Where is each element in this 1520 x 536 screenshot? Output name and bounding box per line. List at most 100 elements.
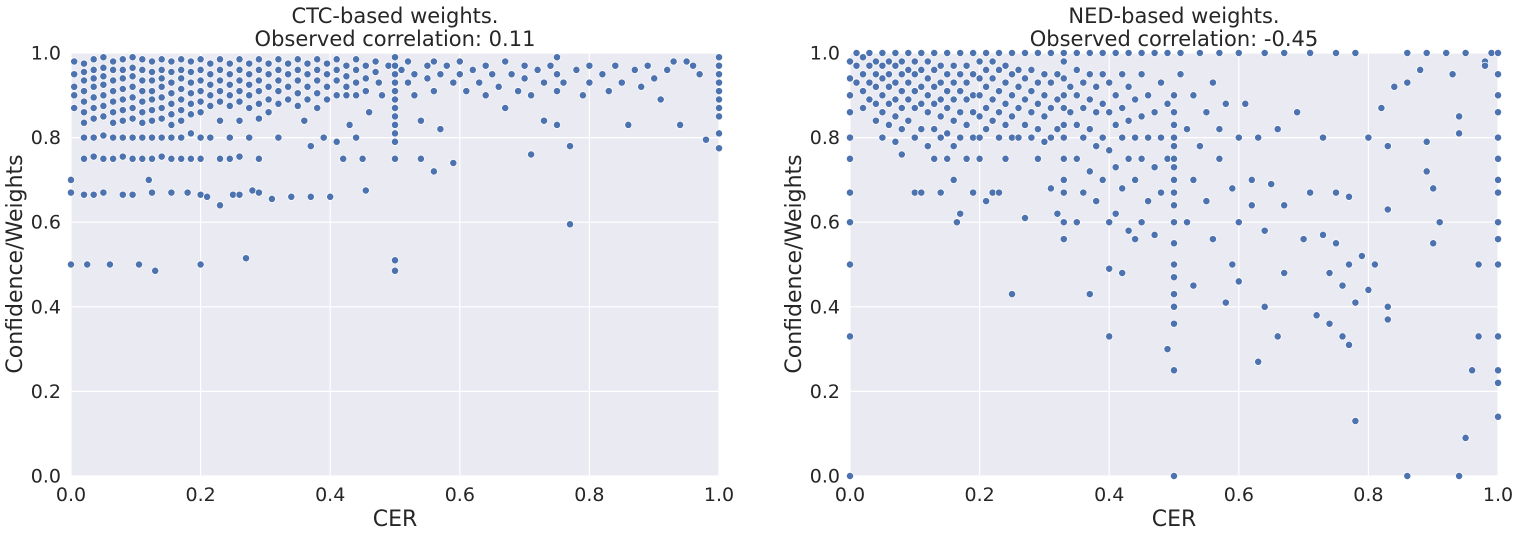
- ctc-data-point: [118, 65, 127, 74]
- ctc-data-point: [540, 116, 548, 125]
- ctc-data-point: [167, 188, 176, 197]
- ned-data-point: [1040, 91, 1049, 100]
- ctc-data-point: [89, 104, 98, 112]
- ned-x-tick-label: 0.6: [1224, 484, 1254, 506]
- ctc-data-point: [216, 201, 224, 210]
- ned-data-point: [1137, 112, 1146, 121]
- ned-data-point: [865, 78, 874, 87]
- ned-data-point: [1234, 133, 1243, 142]
- ned-data-point: [1332, 49, 1340, 57]
- ctc-data-point: [436, 125, 445, 134]
- ctc-data-point: [99, 63, 108, 72]
- ned-data-point: [1021, 120, 1029, 129]
- ned-data-point: [891, 78, 900, 87]
- ctc-x-tick-label: 0.8: [574, 484, 604, 506]
- ned-data-point: [1299, 235, 1308, 244]
- ned-data-point: [846, 133, 854, 142]
- ctc-data-point: [99, 154, 108, 163]
- ned-data-point: [1170, 218, 1178, 227]
- ned-data-point: [1150, 49, 1159, 57]
- ctc-y-tick-label: 0.2: [31, 381, 61, 403]
- ctc-data-point: [306, 142, 315, 151]
- ned-data-point: [1455, 129, 1464, 138]
- ned-data-point: [1079, 78, 1088, 87]
- ned-data-point: [988, 57, 997, 66]
- ned-data-point: [1494, 188, 1502, 197]
- ned-data-point: [1079, 104, 1088, 112]
- ned-data-point: [988, 74, 997, 83]
- ned-data-point: [1494, 70, 1502, 79]
- ctc-data-point: [99, 131, 108, 140]
- ctc-data-point: [416, 116, 425, 125]
- ned-x-axis-label: CER: [1152, 507, 1197, 532]
- ctc-data-point: [167, 78, 176, 87]
- ctc-data-point: [167, 133, 176, 142]
- ned-data-point: [1085, 290, 1094, 299]
- ctc-data-point: [715, 78, 723, 87]
- ned-data-point: [1118, 104, 1127, 112]
- ned-data-point: [982, 82, 991, 91]
- ned-data-point: [1053, 209, 1062, 218]
- ctc-data-point: [225, 154, 234, 163]
- ctc-data-point: [148, 116, 156, 125]
- ctc-data-point: [196, 97, 205, 106]
- ned-data-point: [884, 82, 893, 91]
- ctc-data-point: [391, 129, 399, 138]
- ctc-data-point: [449, 78, 458, 87]
- ctc-data-point: [630, 65, 639, 74]
- ctc-data-point: [235, 190, 244, 199]
- ned-data-point: [910, 87, 919, 96]
- ctc-data-point: [578, 91, 587, 100]
- ned-data-point: [1157, 188, 1165, 197]
- ctc-chart-subtitle: Observed correlation: 0.11: [255, 27, 536, 51]
- ctc-y-tick-label: 0.0: [31, 466, 61, 488]
- ned-data-point: [1150, 230, 1159, 239]
- ctc-data-point: [196, 108, 205, 117]
- ned-data-point: [852, 61, 861, 70]
- ned-y-tick-label: 0.8: [810, 127, 840, 149]
- ned-data-point: [1494, 378, 1502, 387]
- ctc-data-point: [183, 188, 192, 197]
- ned-data-point: [1170, 142, 1178, 151]
- ned-data-point: [1163, 49, 1172, 57]
- ctc-data-point: [235, 55, 244, 64]
- ned-data-point: [1092, 82, 1101, 91]
- ctc-y-axis-label: Confidence/Weights: [3, 154, 28, 373]
- ned-data-point: [1105, 146, 1114, 155]
- ned-data-point: [1215, 49, 1224, 57]
- ctc-data-point: [323, 70, 331, 79]
- ned-data-point: [962, 120, 971, 129]
- ctc-data-point: [80, 97, 88, 106]
- ned-data-point: [891, 49, 900, 57]
- ctc-x-tick-label: 0.2: [185, 484, 215, 506]
- ned-data-point: [1046, 78, 1055, 87]
- ctc-data-point: [225, 133, 234, 142]
- ctc-data-point: [715, 104, 723, 112]
- ctc-y-tick-label: 1.0: [31, 43, 61, 65]
- ctc-data-point: [196, 260, 205, 269]
- ctc-data-point: [303, 95, 312, 104]
- ned-data-point: [1383, 142, 1392, 151]
- ned-data-point: [1487, 49, 1496, 57]
- ctc-data-point: [70, 70, 79, 79]
- ned-data-point: [1383, 315, 1392, 324]
- ned-data-point: [1027, 108, 1036, 117]
- ned-data-point: [1137, 218, 1146, 227]
- ctc-data-point: [186, 129, 195, 138]
- ned-data-point: [1014, 104, 1023, 112]
- ned-data-point: [1131, 133, 1140, 142]
- ned-data-point: [910, 133, 919, 142]
- ned-data-point: [1059, 188, 1068, 197]
- ctc-data-point: [99, 112, 108, 121]
- ned-data-point: [871, 116, 880, 125]
- ned-data-point: [1234, 277, 1243, 286]
- ned-data-point: [982, 65, 991, 74]
- ned-data-point: [1364, 285, 1373, 294]
- ned-data-point: [1345, 340, 1353, 349]
- ned-data-point: [1170, 108, 1178, 117]
- ned-data-point: [962, 154, 971, 163]
- ctc-data-point: [138, 76, 147, 85]
- ctc-data-point: [177, 74, 186, 83]
- ctc-data-point: [559, 78, 568, 87]
- ctc-data-point: [274, 87, 283, 96]
